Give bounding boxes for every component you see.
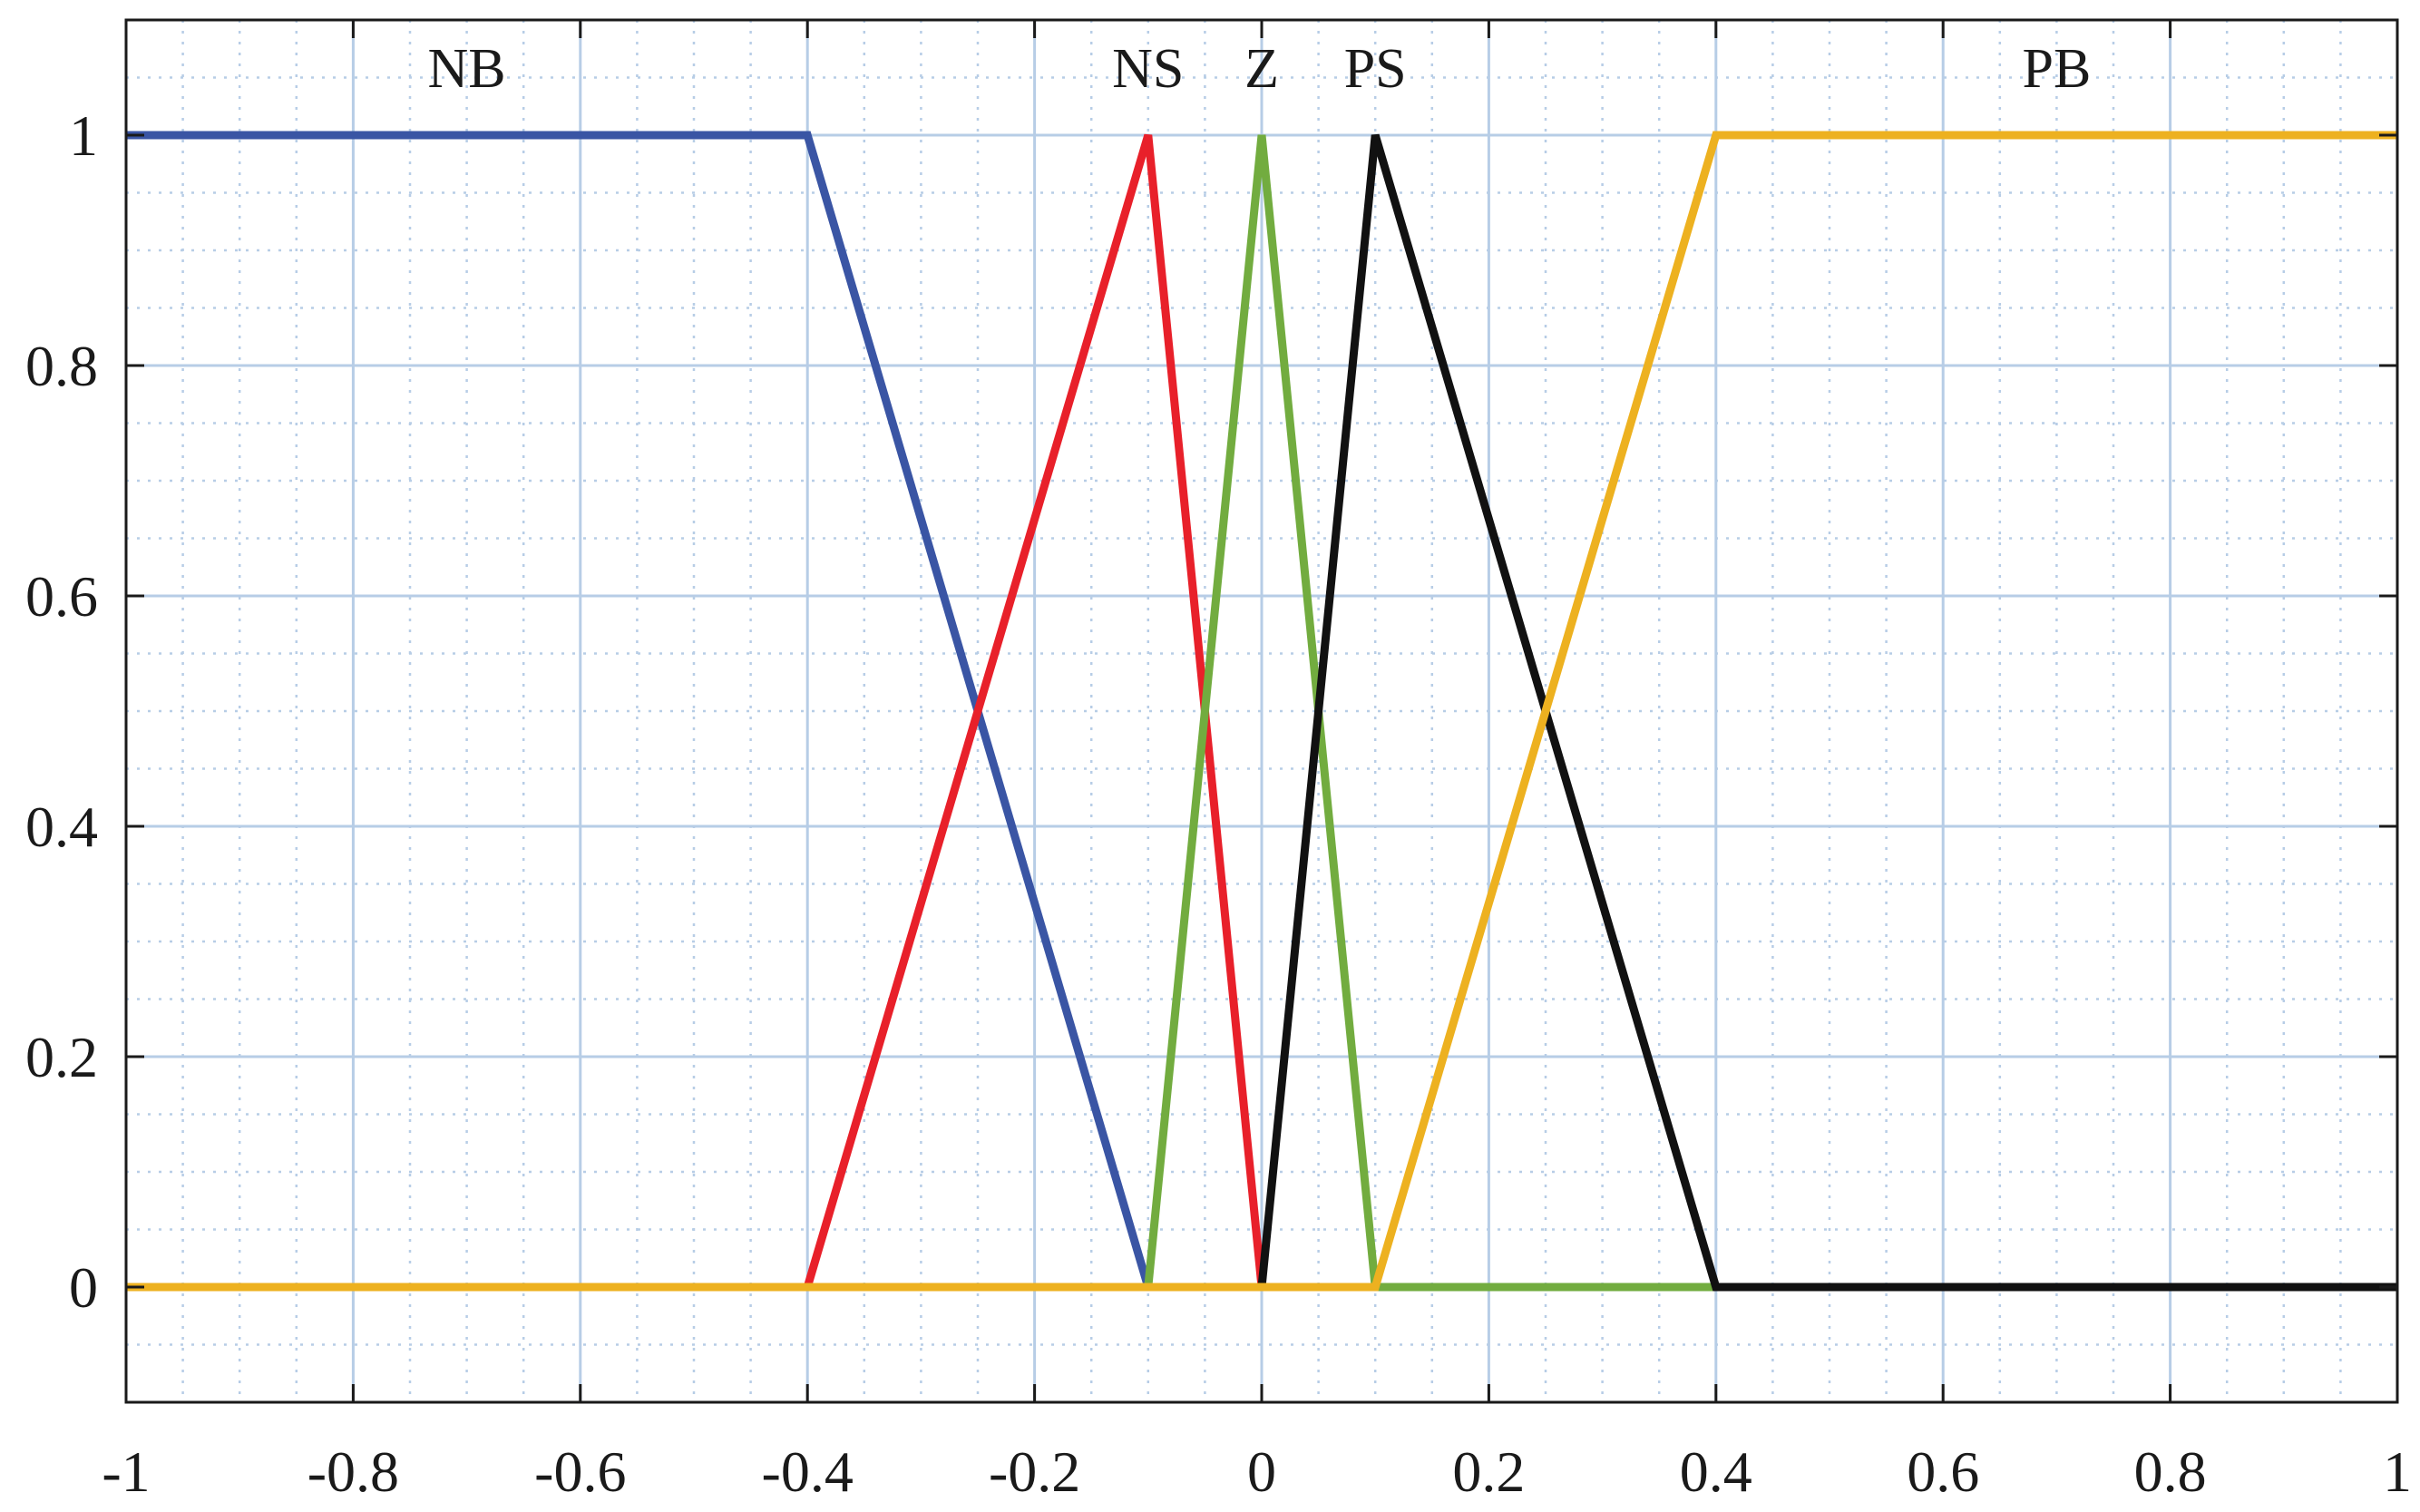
set-labels: NB NS Z PS PB [428, 38, 2092, 100]
x-tick-label: 0.4 [1680, 1439, 1752, 1504]
x-tick-label: 0.8 [2134, 1439, 2207, 1504]
y-tick-labels: 0 0.2 0.4 0.6 0.8 1 [25, 103, 98, 1320]
set-label-ns: NS [1112, 38, 1184, 100]
x-tick-labels: -1 -0.8 -0.6 -0.4 -0.2 0 0.2 0.4 0.6 0.8 1 [102, 1439, 2412, 1504]
y-tick-label: 0.2 [25, 1025, 98, 1089]
y-tick-label: 1 [69, 103, 98, 168]
series-line-pb [126, 131, 2397, 1292]
x-tick-label: -0.8 [307, 1439, 399, 1504]
x-tick-label: 0 [1247, 1439, 1276, 1504]
y-tick-label: 0.8 [25, 334, 98, 398]
x-tick-label: -0.4 [762, 1439, 854, 1504]
set-label-z: Z [1244, 38, 1279, 100]
series-lines [126, 131, 2397, 1292]
x-tick-label: 0.6 [1907, 1439, 1979, 1504]
y-tick-label: 0.4 [25, 795, 98, 859]
x-tick-label: 0.2 [1452, 1439, 1525, 1504]
x-tick-label: 1 [2383, 1439, 2412, 1504]
set-label-ps: PS [1344, 38, 1407, 100]
minor-grid [126, 18, 2397, 1404]
set-label-pb: PB [2022, 38, 2091, 100]
y-tick-label: 0 [69, 1255, 98, 1320]
tick-marks [124, 20, 2399, 1402]
x-tick-label: -0.2 [989, 1439, 1080, 1504]
set-label-nb: NB [428, 38, 506, 100]
y-tick-label: 0.6 [25, 564, 98, 629]
x-tick-label: -0.6 [534, 1439, 626, 1504]
x-tick-label: -1 [102, 1439, 150, 1504]
